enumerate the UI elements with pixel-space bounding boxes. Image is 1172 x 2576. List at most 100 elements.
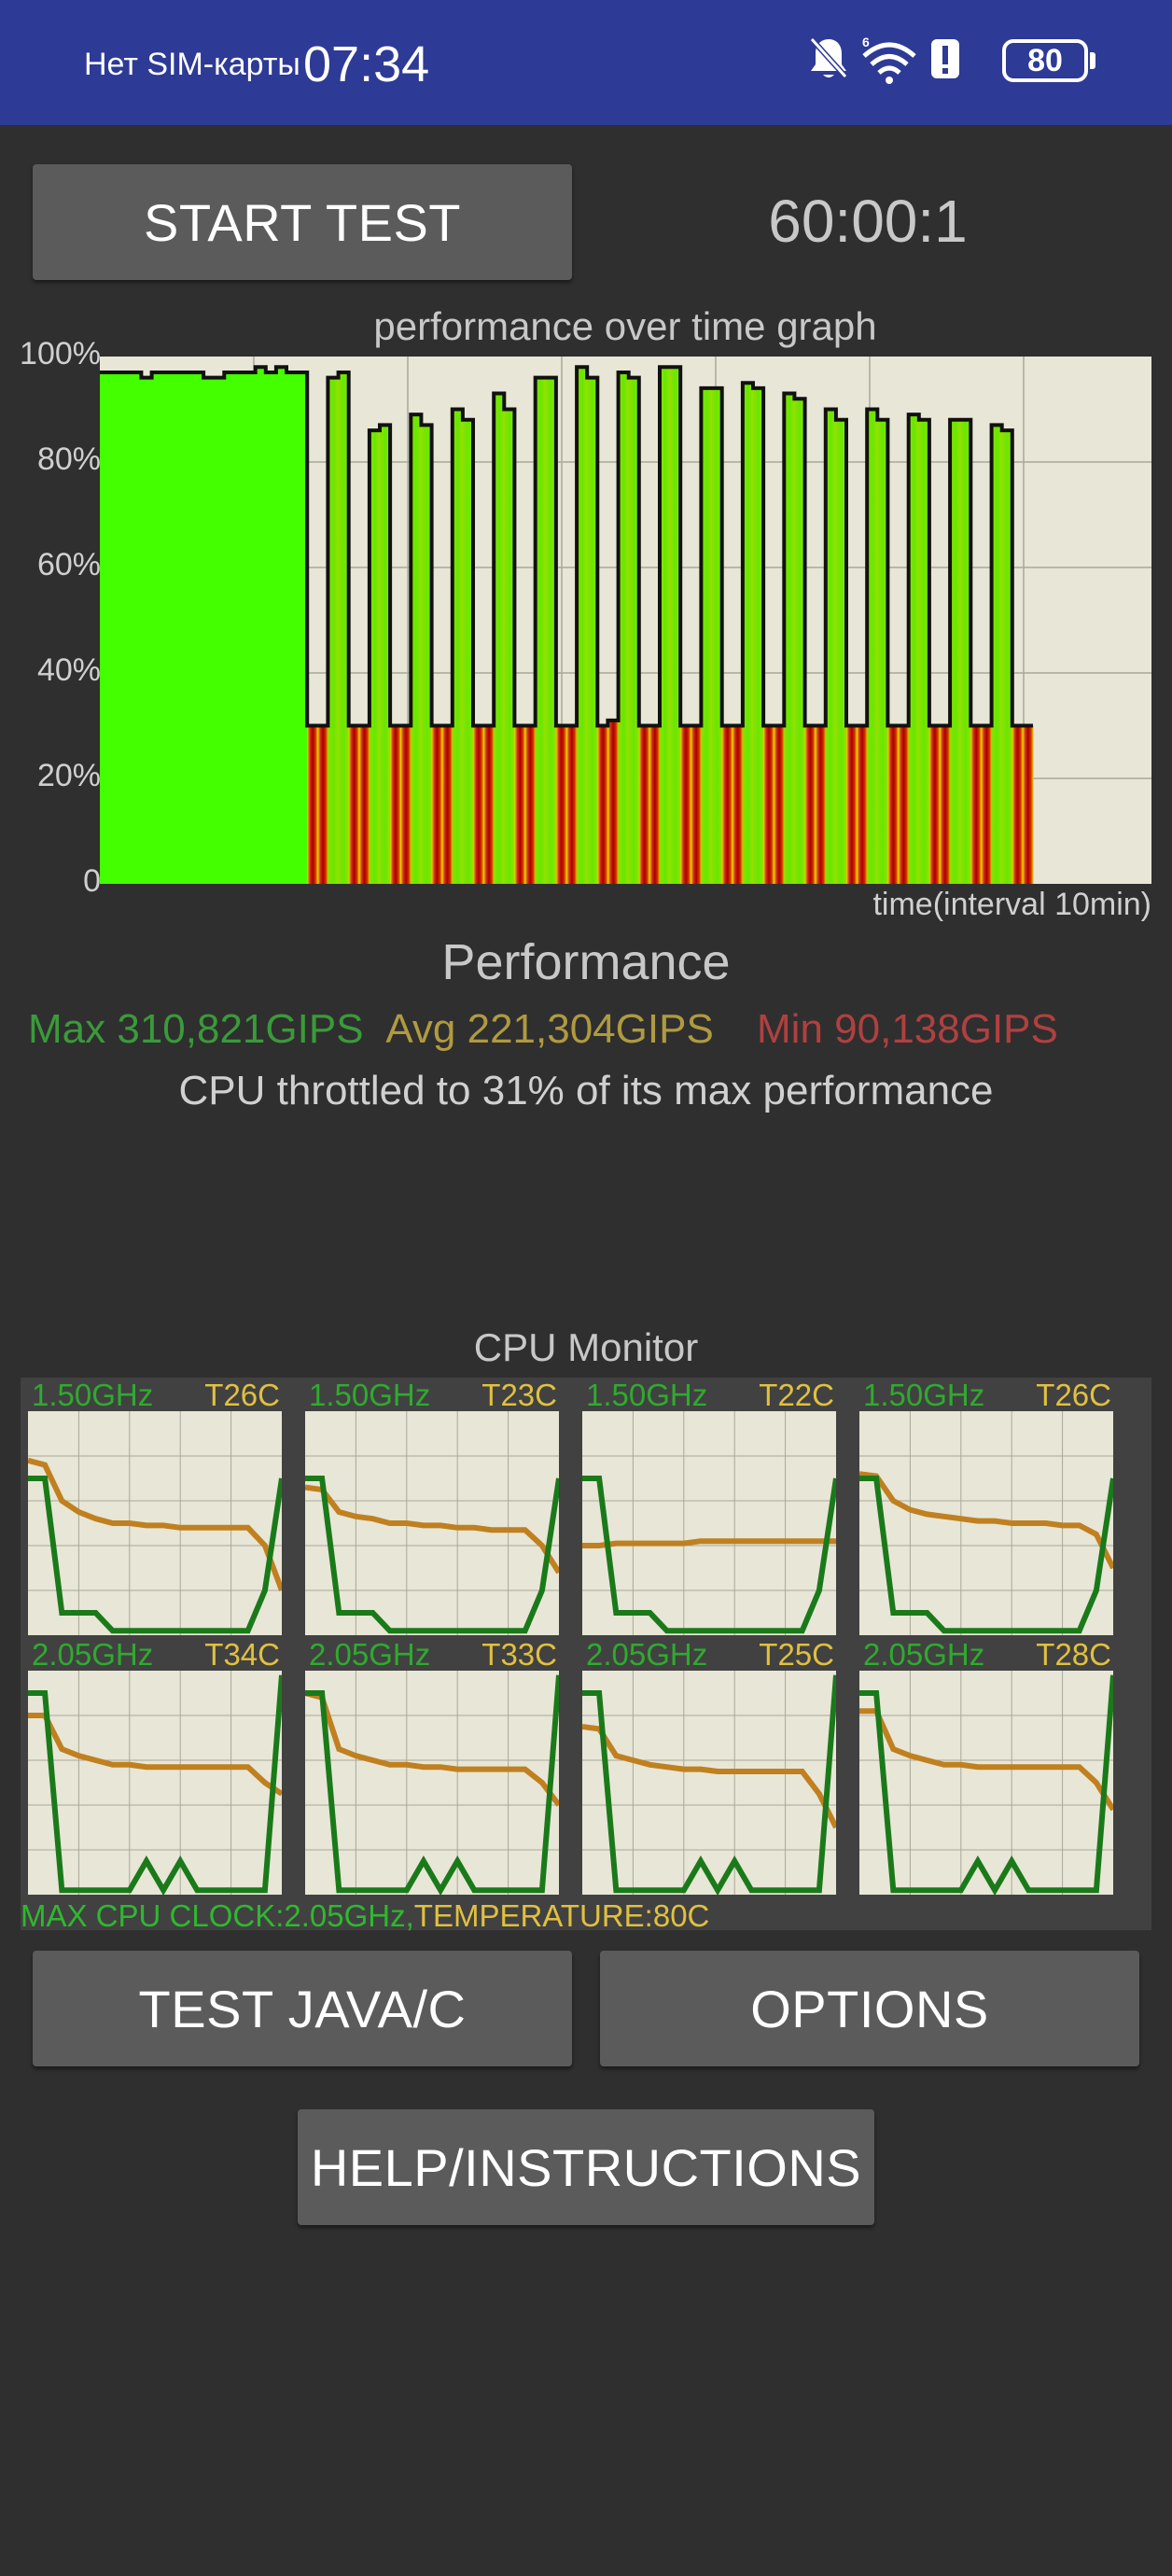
performance-bar	[234, 371, 246, 884]
performance-bar	[120, 371, 132, 884]
core-frequency: 1.50GHz	[586, 1378, 708, 1412]
y-tick-40: 40%	[36, 652, 101, 688]
core-temperature: T25C	[759, 1637, 834, 1672]
performance-bar	[711, 387, 723, 884]
cpu-core-2: 1.50GHz T22C	[582, 1378, 840, 1635]
performance-bar	[867, 409, 878, 884]
performance-bar	[970, 725, 983, 884]
performance-bar	[887, 725, 900, 884]
alert-icon	[931, 39, 959, 78]
core-frequency-line	[305, 1674, 559, 1895]
cpu-core-6: 2.05GHz T25C	[582, 1637, 840, 1895]
core-temperature-line	[582, 1538, 836, 1548]
performance-bar	[307, 725, 318, 884]
core-temperature-line	[305, 1690, 559, 1807]
core-frequency-line	[305, 1476, 559, 1634]
wifi-6-icon: 6	[862, 35, 916, 84]
core-temperature-line	[28, 1457, 282, 1592]
cpu-core-1: 1.50GHz T23C	[305, 1378, 563, 1635]
core-frequency: 2.05GHz	[586, 1637, 708, 1672]
performance-stats: Max 310,821GIPS Avg 221,304GIPS Min 90,1…	[28, 1006, 1071, 1053]
performance-bar	[141, 377, 153, 884]
options-button[interactable]: OPTIONS	[600, 1951, 1139, 2066]
performance-bar	[348, 725, 360, 884]
core-frequency: 2.05GHz	[863, 1637, 985, 1672]
cpu-core-graph	[859, 1411, 1113, 1635]
performance-bar	[835, 419, 847, 884]
cpu-footer: MAX CPU CLOCK:2.05GHz,TEMPERATURE:80C	[21, 1898, 709, 1934]
performance-bar	[670, 367, 681, 884]
performance-bar	[390, 725, 401, 884]
core-graph-background	[28, 1671, 282, 1895]
performance-bar	[328, 377, 340, 884]
performance-bar	[369, 430, 381, 884]
core-frequency-line	[859, 1476, 1113, 1634]
performance-line	[100, 365, 1033, 728]
performance-bar	[317, 725, 329, 884]
performance-bar	[494, 393, 505, 884]
performance-bar	[462, 419, 474, 884]
performance-bar	[877, 419, 889, 884]
help-instructions-button[interactable]: HELP/INSTRUCTIONS	[298, 2109, 874, 2225]
performance-bar	[918, 419, 930, 884]
cpu-core-header: 2.05GHz T34C	[28, 1637, 286, 1673]
y-tick-0: 0	[83, 863, 101, 899]
core-frequency: 1.50GHz	[32, 1378, 154, 1412]
performance-bar	[732, 725, 744, 884]
performance-bar	[742, 383, 754, 884]
performance-bar	[618, 371, 630, 884]
performance-bar	[846, 725, 858, 884]
y-tick-100: 100%	[20, 336, 101, 371]
performance-bar	[214, 377, 225, 884]
core-frequency: 1.50GHz	[309, 1378, 431, 1412]
max-cpu-clock: MAX CPU CLOCK:2.05GHz,	[21, 1898, 414, 1933]
core-temperature-line	[28, 1713, 282, 1797]
cpu-core-4: 2.05GHz T34C	[28, 1637, 286, 1895]
test-timer: 60:00:1	[768, 188, 968, 255]
cpu-monitor-title: CPU Monitor	[473, 1325, 699, 1369]
core-graph-background	[305, 1671, 559, 1895]
performance-bar	[380, 425, 391, 884]
performance-heading: Performance	[441, 934, 731, 990]
performance-bar	[701, 387, 713, 884]
performance-bar	[297, 371, 308, 884]
performance-bar	[607, 720, 620, 884]
core-graph-background	[859, 1671, 1113, 1895]
performance-bar	[908, 414, 920, 884]
performance-bar	[524, 725, 537, 884]
core-graph-background	[582, 1411, 836, 1635]
performance-bar	[161, 371, 174, 884]
core-temperature-line	[859, 1471, 1113, 1570]
performance-bar	[224, 371, 236, 884]
cpu-core-graph	[28, 1411, 282, 1635]
performance-bar	[431, 725, 443, 884]
core-frequency-line	[582, 1674, 836, 1895]
cpu-core-header: 2.05GHz T25C	[582, 1637, 840, 1673]
performance-bar	[400, 725, 412, 884]
performance-bar	[825, 409, 837, 884]
test-java-c-button[interactable]: TEST JAVA/C	[33, 1951, 572, 2066]
throttle-message: CPU throttled to 31% of its max performa…	[178, 1068, 994, 1113]
performance-bar	[452, 409, 464, 884]
performance-bar	[151, 371, 163, 884]
x-axis-label: time(interval 10min)	[872, 887, 1151, 922]
performance-bar	[597, 725, 609, 884]
performance-bar	[255, 367, 267, 884]
performance-bar	[275, 367, 287, 884]
performance-bar	[680, 725, 691, 884]
core-frequency-line	[28, 1476, 282, 1634]
performance-bar	[815, 725, 827, 884]
performance-bar	[857, 725, 868, 884]
core-temperature: T34C	[204, 1637, 280, 1672]
performance-bar	[763, 725, 774, 884]
start-test-button[interactable]: START TEST	[33, 164, 572, 280]
performance-bar	[545, 377, 557, 884]
cpu-core-header: 1.50GHz T22C	[582, 1378, 840, 1413]
core-graph-background	[582, 1671, 836, 1895]
performance-bar	[411, 414, 423, 884]
core-temperature: T26C	[1036, 1378, 1111, 1412]
core-temperature-line	[582, 1724, 836, 1829]
performance-bar	[535, 377, 547, 884]
performance-bar	[1001, 430, 1013, 884]
performance-bar	[182, 371, 194, 884]
